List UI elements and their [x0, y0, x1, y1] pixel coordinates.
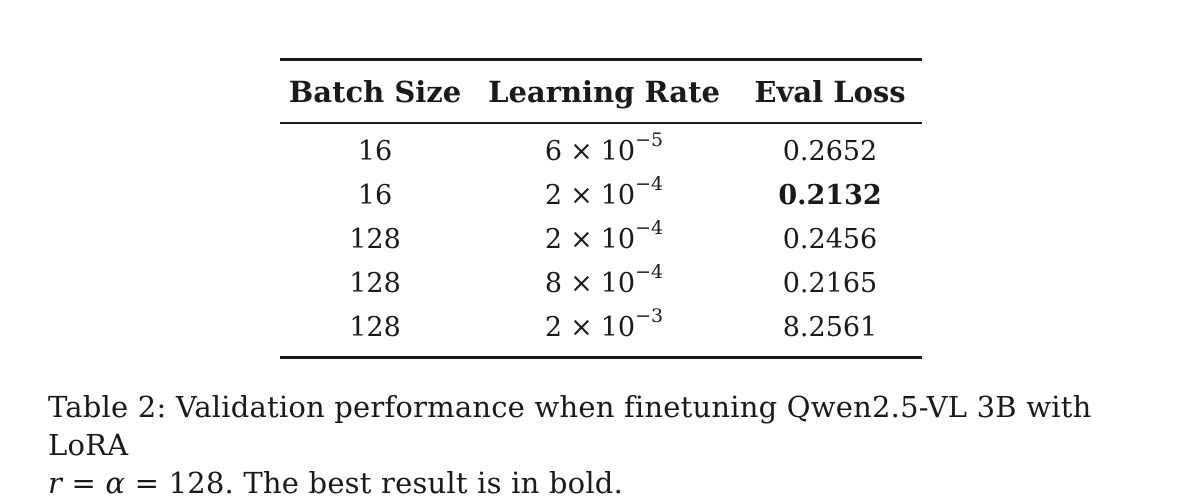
lr-base: 10: [600, 180, 636, 212]
cell-batch-size: 16: [357, 136, 393, 168]
cell-eval-loss: 8.2561: [782, 312, 878, 344]
lr-times: ×: [570, 268, 593, 300]
table-mid-rule: [280, 122, 922, 124]
table-top-rule: [280, 58, 922, 61]
table-body: Batch Size Learning Rate Eval Loss: [280, 61, 922, 122]
lr-times: ×: [570, 180, 593, 212]
table-bottom-rule: [280, 355, 922, 359]
caption-math-alpha: α: [105, 466, 126, 500]
lr-exponent: −4: [635, 173, 664, 196]
cell-eval-loss: 0.2456: [782, 224, 878, 256]
caption-math-r: r: [48, 466, 63, 500]
caption-line-1: Table 2: Validation performance when fin…: [48, 390, 1092, 462]
table-rows: 16 6 × 10−5 0.2652 16 2 × 10−4 0.2132 128 2 × 10−4 0.2…: [280, 124, 922, 356]
cell-eval-loss: 0.2652: [782, 136, 878, 168]
results-table: Batch Size Learning Rate Eval Loss 16 6 × 1…: [280, 58, 922, 359]
cell-batch-size: 128: [349, 224, 401, 256]
cell-batch-size: 128: [349, 312, 401, 344]
cell-eval-loss: 0.2165: [782, 268, 878, 300]
lr-mantissa: 6: [544, 136, 563, 168]
cell-learning-rate: 2 × 10−4: [470, 218, 738, 262]
table-row: 16 6 × 10−5 0.2652: [280, 124, 922, 174]
caption-line-2-text: 128. The best result is in bold.: [168, 466, 623, 500]
lr-exponent: −4: [635, 217, 664, 240]
lr-times: ×: [570, 136, 593, 168]
lr-mantissa: 2: [544, 312, 563, 344]
table-row: 128 8 × 10−4 0.2165: [280, 262, 922, 306]
lr-exponent: −5: [635, 129, 664, 152]
lr-mantissa: 2: [544, 224, 563, 256]
table-header-row: Batch Size Learning Rate Eval Loss: [280, 61, 922, 122]
header-batch-size: Batch Size: [288, 74, 462, 109]
lr-exponent: −3: [635, 305, 664, 328]
lr-base: 10: [600, 136, 636, 168]
cell-learning-rate: 8 × 10−4: [470, 262, 738, 306]
caption-line-2: r = α = 128. The best result is in bold.: [48, 464, 1168, 502]
lr-base: 10: [600, 268, 636, 300]
cell-batch-size: 128: [349, 268, 401, 300]
header-learning-rate: Learning Rate: [488, 74, 720, 109]
table-row: 128 2 × 10−4 0.2456: [280, 218, 922, 262]
lr-base: 10: [600, 224, 636, 256]
table-caption: Table 2: Validation performance when fin…: [48, 388, 1168, 502]
lr-times: ×: [570, 312, 593, 344]
table-row: 16 2 × 10−4 0.2132: [280, 174, 922, 218]
header-eval-loss: Eval Loss: [754, 74, 906, 109]
caption-math-eq2: =: [125, 466, 169, 500]
table-row: 128 2 × 10−3 8.2561: [280, 306, 922, 356]
lr-mantissa: 2: [544, 180, 563, 212]
cell-batch-size: 16: [357, 180, 393, 212]
lr-mantissa: 8: [544, 268, 563, 300]
caption-math-eq1: =: [62, 466, 106, 500]
cell-learning-rate: 2 × 10−4: [470, 174, 738, 218]
lr-times: ×: [570, 224, 593, 256]
cell-learning-rate: 6 × 10−5: [470, 124, 738, 174]
lr-base: 10: [600, 312, 636, 344]
lr-exponent: −4: [635, 261, 664, 284]
cell-eval-loss-best: 0.2132: [778, 180, 882, 212]
cell-learning-rate: 2 × 10−3: [470, 306, 738, 356]
